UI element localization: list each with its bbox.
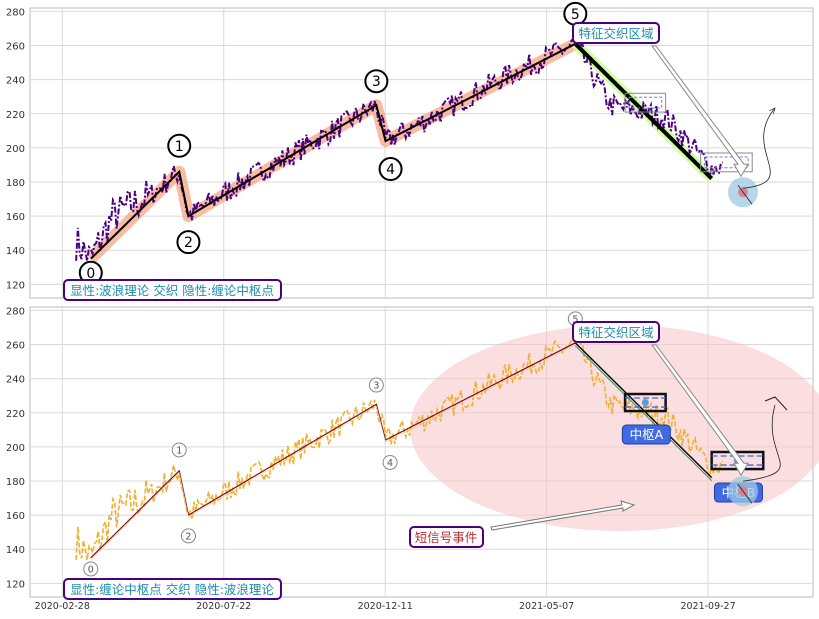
projection-arrow-head [764,396,788,411]
wave-label: 4 [387,458,393,469]
plot-area [29,7,814,299]
wave-label: 5 [572,314,578,325]
y-tick-label: 220 [6,409,25,420]
pivot-label: 中枢A [630,427,664,442]
wave-label: 1 [176,445,182,456]
y-tick-label: 280 [6,7,25,18]
wave-label-circle [176,230,201,255]
decline-line-green [574,345,713,481]
y-tick-label: 280 [6,306,25,317]
wave-label: 0 [88,564,94,575]
x-tick-label: 2020-02-28 [35,601,90,612]
wave-label-circle [368,377,384,393]
y-tick-label: 140 [6,545,25,556]
pivot-label-box [621,424,671,445]
y-tick-label: 120 [6,579,25,590]
y-tick-label: 260 [6,341,25,352]
pivot-box [624,92,667,113]
x-tick-label: 2020-12-11 [358,601,413,612]
wave-label-circle [83,561,99,577]
wave-label: 5 [571,7,580,23]
annotation-label: 特征交织区域 [578,325,653,340]
caption-box [63,279,282,301]
y-tick-label: 220 [6,110,25,121]
annotation-box [572,22,660,44]
decline-line [573,42,714,181]
annotation-arrow [651,344,749,477]
signal-label: 短信号事件 [415,530,478,545]
wave-label-circle [167,133,192,158]
projection-arrow [742,404,781,482]
pivot-inner-box [628,96,663,109]
caption-box [63,578,282,600]
projection-arrow [742,108,775,189]
y-tick-label: 240 [6,375,25,386]
wave-label: 4 [386,162,395,178]
pivot-center [641,399,649,407]
wave-label-circle [382,454,398,470]
caption-label: 显性:缠论中枢点 交织 隐性:波浪理论 [70,582,274,597]
signal-box [409,526,484,548]
y-tick-label: 200 [6,144,25,155]
wave-label-circle [171,442,187,458]
annotation-box [572,321,660,343]
caption-label: 显性:波浪理论 交织 隐性:缠论中枢点 [70,283,274,298]
wave-label: 3 [373,381,379,392]
top-panel: 120 140 160 180 200 220 240 260 280 0 1 2 3 4 5 特征交织区域显… [6,1,814,301]
x-tick-label: 2021-05-07 [519,601,574,612]
annotation-arrow [651,45,749,178]
x-tick-label: 2020-07-22 [196,601,251,612]
target-tick [737,483,753,504]
wave-label: 0 [86,266,95,282]
y-tick-label: 140 [6,246,25,257]
wave-label: 1 [175,139,184,155]
y-tick-label: 260 [6,42,25,53]
pivot-box [623,392,667,413]
price-line [75,39,724,262]
highlight-ellipse [410,325,819,531]
target-tick [737,184,753,205]
annotation-label: 特征交织区域 [578,26,653,41]
wave-label-circle [378,157,403,182]
wave-line [90,42,576,260]
wave-label: 2 [184,235,193,251]
x-tick-label: 2021-09-27 [680,601,735,612]
signal-arrow [490,500,636,531]
y-tick-label: 160 [6,511,25,522]
wave-label-circle [180,528,196,544]
y-tick-label: 180 [6,178,25,189]
wave-label-circle [364,69,389,94]
wave-label: 3 [372,74,381,90]
y-tick-label: 180 [6,477,25,488]
y-tick-label: 120 [6,280,25,291]
y-tick-label: 160 [6,212,25,223]
pivot-box [700,152,753,173]
wave-line [90,342,576,559]
pivot-inner-box [704,156,749,169]
wave-line-shadow [90,344,576,560]
y-tick-label: 240 [6,76,25,87]
y-tick-label: 200 [6,443,25,454]
wave-label: 2 [185,531,191,542]
